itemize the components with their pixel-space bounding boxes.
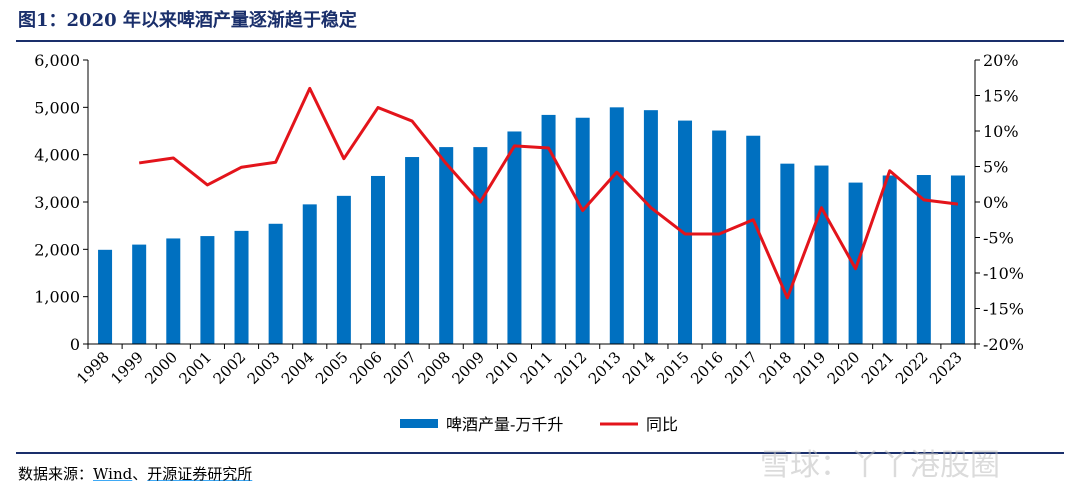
bar-2020 — [848, 182, 863, 344]
watermark: 雪球：丫丫港股圈 — [760, 448, 1000, 483]
bar-2018 — [780, 163, 795, 344]
right-tick-label: -20% — [983, 335, 1024, 354]
left-tick-label: 2,000 — [34, 240, 80, 259]
bar-2011 — [541, 114, 556, 344]
left-tick-label: 5,000 — [34, 98, 80, 117]
bottom-rule — [16, 452, 1064, 454]
x-tick-label: 2006 — [346, 348, 386, 388]
left-tick-label: 4,000 — [34, 146, 80, 165]
source-prefix: 数据来源： — [18, 465, 94, 483]
left-tick-label: 0 — [70, 335, 80, 354]
x-tick-label: 2020 — [824, 348, 864, 388]
x-tick-label: 2012 — [551, 348, 591, 388]
bar-2000 — [166, 238, 181, 344]
chart: 0 1,000 2,000 3,000 4,000 5,000 6,000 -20% -15%… — [34, 51, 1024, 434]
x-tick-label: 2019 — [790, 348, 830, 388]
legend-label-line: 同比 — [646, 415, 678, 434]
bar-2010 — [507, 131, 522, 344]
bar-2005 — [336, 195, 351, 344]
left-axis-ticks: 0 1,000 2,000 3,000 4,000 5,000 6,000 — [34, 51, 88, 354]
x-tick-label: 1999 — [107, 348, 147, 388]
x-tick-label: 2011 — [517, 348, 557, 388]
bar-2003 — [268, 223, 283, 344]
x-tick-label: 2013 — [585, 348, 625, 388]
bar-2009 — [473, 147, 488, 344]
bar-series — [98, 107, 965, 344]
x-tick-label: 2022 — [892, 348, 932, 388]
x-tick-label: 2014 — [619, 348, 659, 388]
title-rule — [16, 40, 1064, 42]
right-tick-label: 0% — [983, 193, 1008, 212]
x-tick-label: 2017 — [721, 348, 761, 388]
bar-2001 — [200, 236, 215, 344]
x-tick-label: 2000 — [141, 348, 181, 388]
bar-2019 — [814, 165, 829, 344]
x-tick-label: 2015 — [653, 348, 693, 388]
figure-title: 图1：2020 年以来啤酒产量逐渐趋于稳定 — [18, 10, 357, 31]
x-tick-label: 2021 — [858, 348, 898, 388]
legend: 啤酒产量-万千升 同比 — [400, 415, 678, 434]
x-tick-label: 2018 — [755, 348, 795, 388]
left-tick-label: 3,000 — [34, 193, 80, 212]
bar-2023 — [950, 175, 965, 344]
x-tick-label: 2007 — [380, 348, 420, 388]
legend-label-bar: 啤酒产量-万千升 — [446, 415, 563, 434]
bar-1999 — [132, 244, 147, 344]
right-tick-label: -10% — [983, 264, 1024, 283]
bar-2004 — [302, 204, 317, 344]
bar-2017 — [746, 135, 761, 344]
left-tick-label: 1,000 — [34, 288, 80, 307]
source-separator: 、 — [132, 465, 148, 483]
bar-2012 — [575, 117, 590, 344]
right-axis-ticks: -20% -15% -10% -5% 0% 5% 10% 15% 20% — [975, 51, 1024, 354]
axes — [87, 60, 976, 345]
bar-2014 — [643, 110, 658, 344]
bar-2022 — [916, 175, 931, 344]
x-tick-label: 2016 — [687, 348, 727, 388]
bar-2013 — [609, 107, 624, 344]
x-tick-label: 2009 — [448, 348, 488, 388]
x-tick-label: 2002 — [210, 348, 250, 388]
x-tick-label: 2010 — [483, 348, 523, 388]
right-tick-label: 5% — [983, 158, 1008, 177]
x-axis-ticks: 1998199920002001200220032004200520062007… — [73, 344, 976, 388]
right-tick-label: 20% — [983, 51, 1019, 70]
right-tick-label: -15% — [983, 300, 1024, 319]
right-tick-label: 15% — [983, 87, 1019, 106]
x-tick-label: 2005 — [312, 348, 352, 388]
right-tick-label: -5% — [983, 229, 1014, 248]
x-tick-label: 2004 — [278, 348, 318, 388]
right-tick-label: 10% — [983, 122, 1019, 141]
bar-2016 — [712, 130, 727, 344]
left-tick-label: 6,000 — [34, 51, 80, 70]
bar-2008 — [439, 147, 454, 344]
bar-2007 — [405, 157, 420, 344]
legend-swatch-bar — [400, 419, 438, 428]
x-tick-label: 2023 — [926, 348, 966, 388]
bar-1998 — [98, 249, 113, 344]
line-yoy — [138, 86, 959, 300]
bar-2006 — [370, 175, 385, 344]
source-note: 数据来源：Wind、开源证券研究所 — [18, 463, 252, 484]
bar-2021 — [882, 175, 897, 344]
bar-2002 — [234, 230, 249, 344]
line-series — [138, 86, 959, 300]
x-tick-label: 2001 — [176, 348, 216, 388]
x-tick-label: 1998 — [73, 348, 113, 388]
x-tick-label: 2003 — [244, 348, 284, 388]
source-item-kaiyuan[interactable]: 开源证券研究所 — [147, 465, 253, 483]
source-item-wind[interactable]: Wind — [93, 465, 133, 483]
x-tick-label: 2008 — [414, 348, 454, 388]
